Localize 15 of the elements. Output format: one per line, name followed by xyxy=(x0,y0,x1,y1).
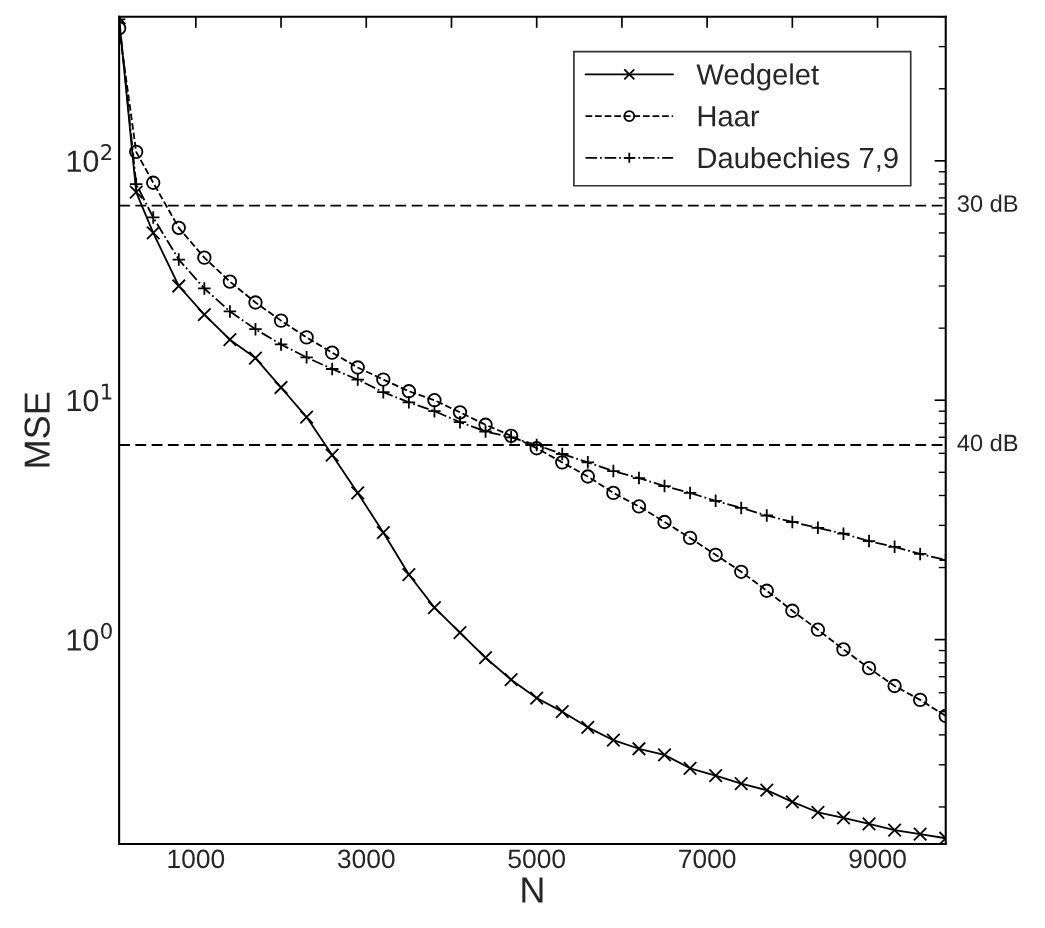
y-tick-label: 10$^{2}$ xyxy=(67,144,112,172)
ref-line-label: 40 dB xyxy=(957,434,1018,452)
x-tick-label: 1000 xyxy=(168,849,225,869)
x-tick-label: 7000 xyxy=(679,849,736,869)
x-tick-label: 3000 xyxy=(337,849,395,869)
x-tick-label: 5000 xyxy=(508,849,566,869)
legend-label: Daubechies 7,9 xyxy=(698,146,898,172)
y-axis-title: MSE xyxy=(24,392,50,467)
y-tick-label: 10$^{1}$ xyxy=(67,383,112,412)
legend-label: Wedgelet xyxy=(696,63,819,91)
y-tick-label: 10$^{0}$ xyxy=(67,622,112,651)
x-tick-label: 9000 xyxy=(849,849,906,869)
legend-label: Haar xyxy=(698,106,760,127)
ref-line-label: 30 dB xyxy=(957,194,1018,212)
x-axis-title: N xyxy=(522,877,543,903)
